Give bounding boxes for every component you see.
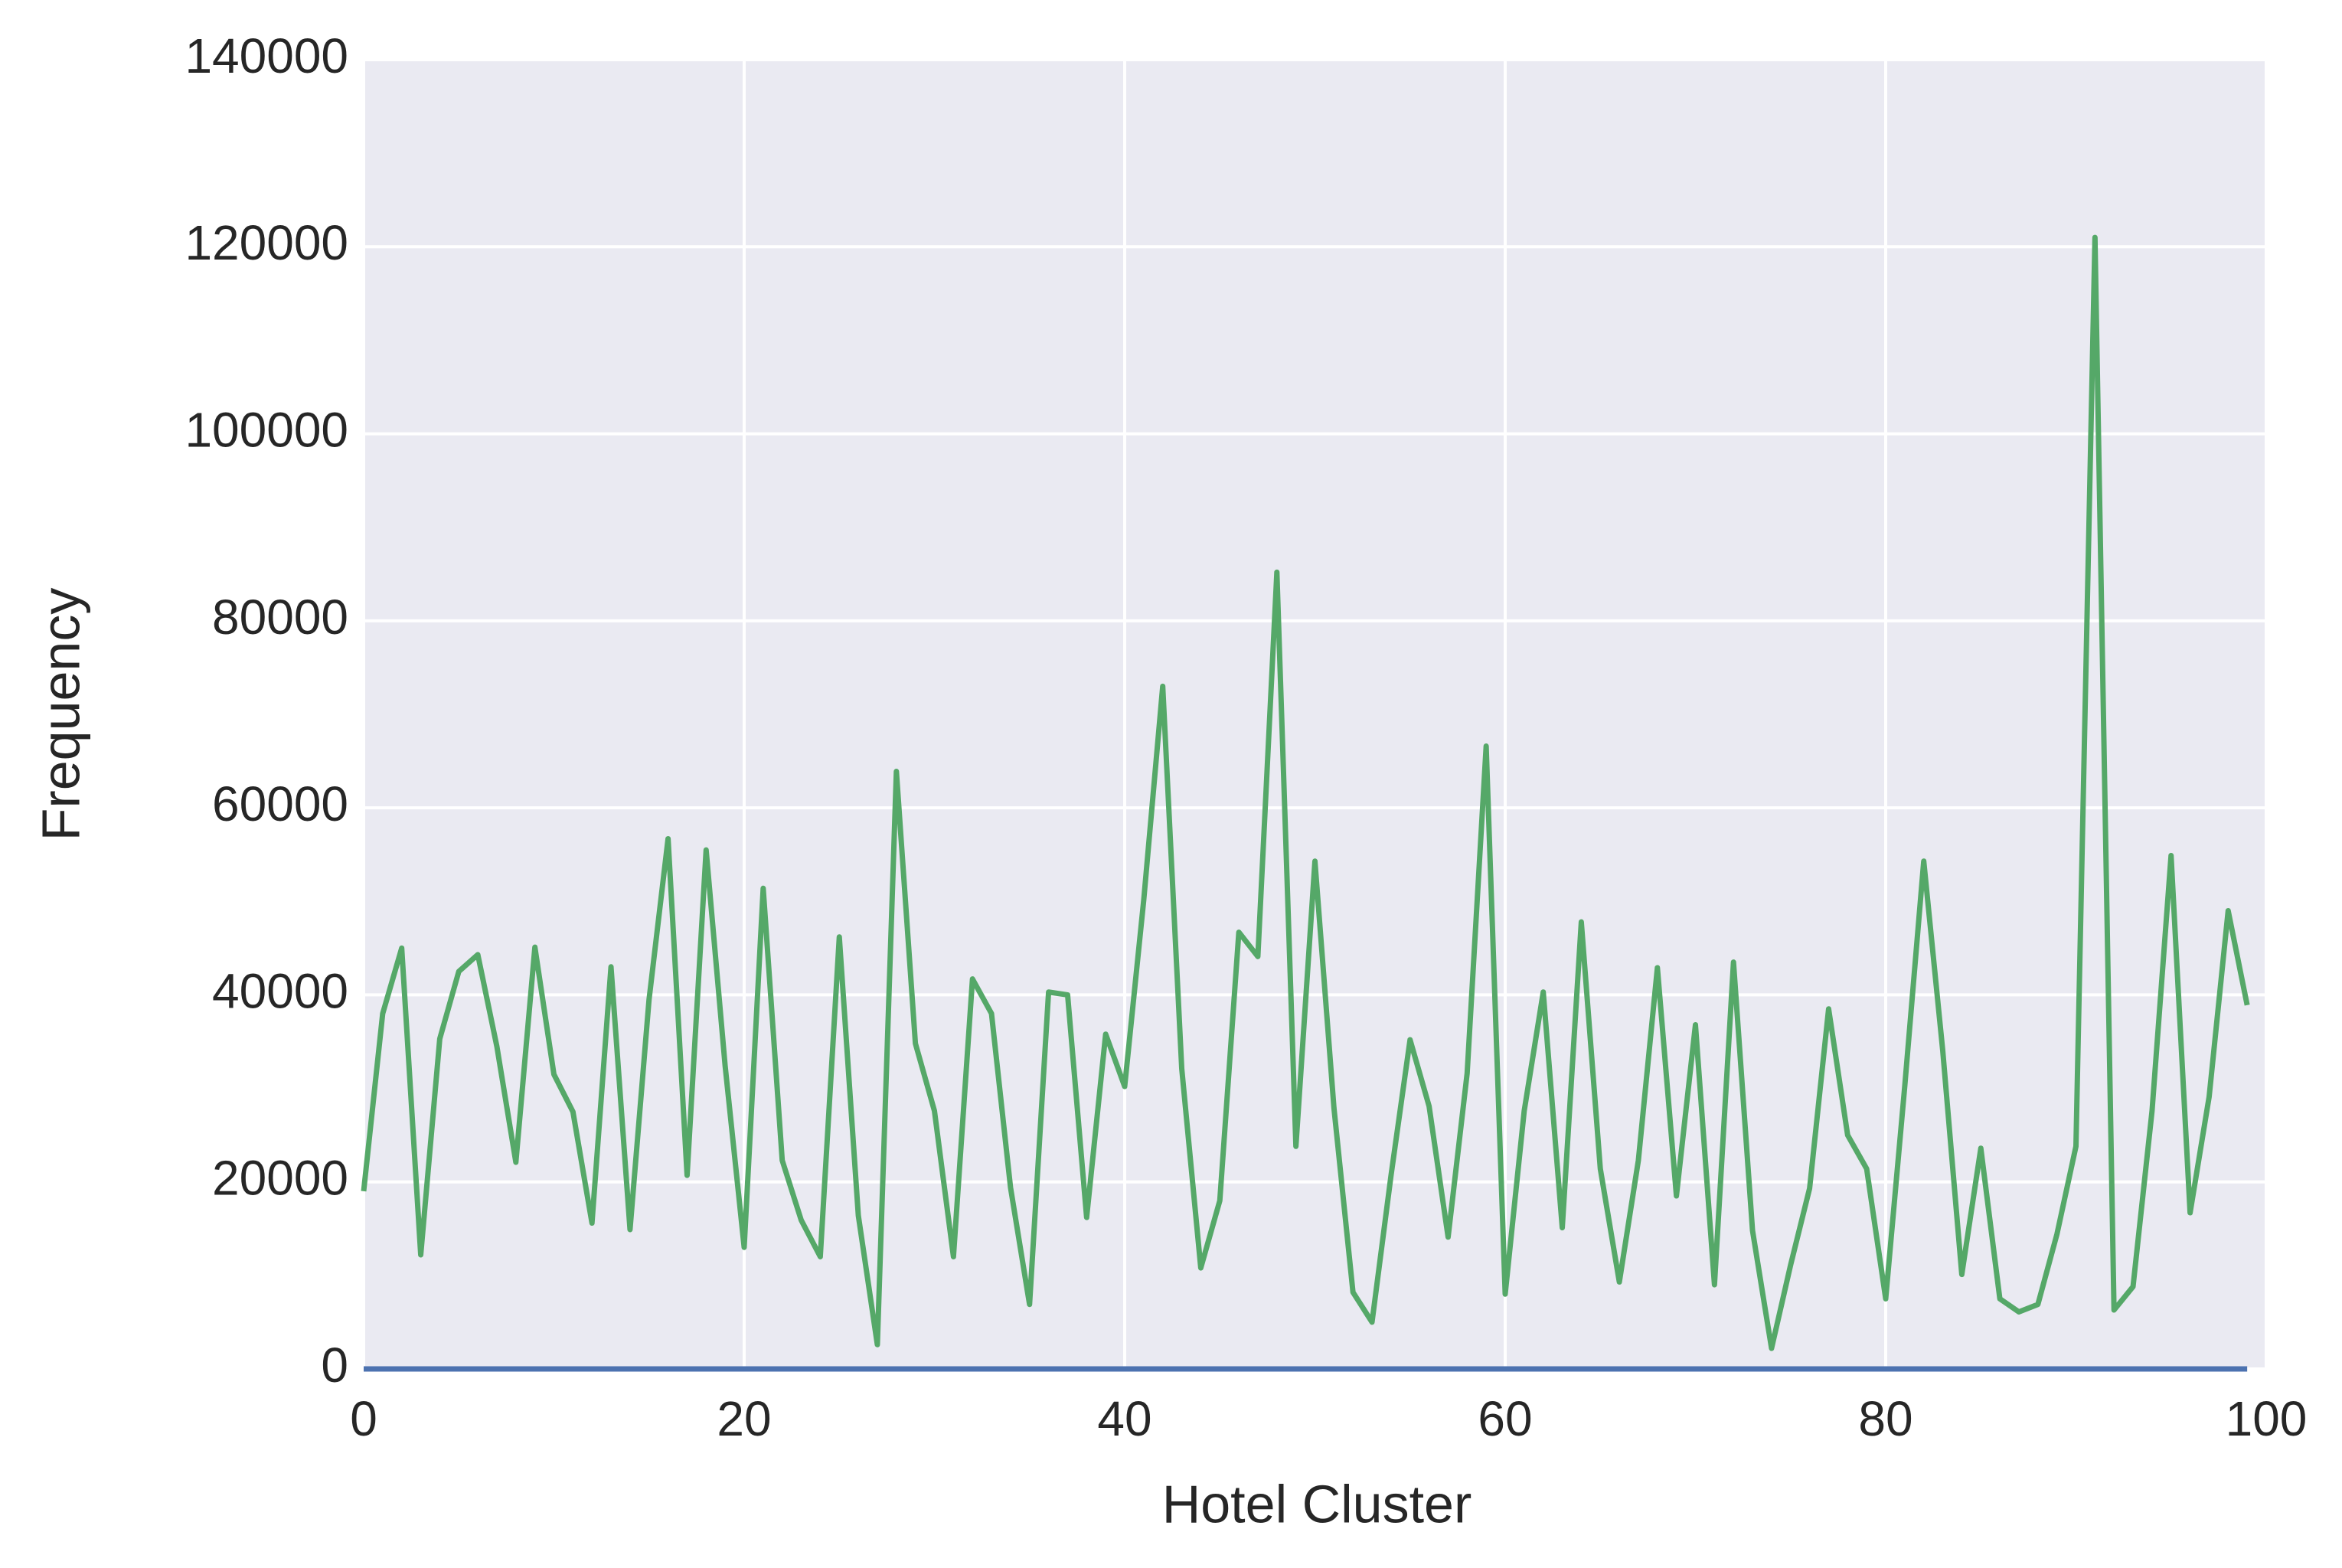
- plot-area: [364, 60, 2266, 1369]
- y-tick-label: 60000: [212, 776, 348, 831]
- y-tick-label: 20000: [212, 1151, 348, 1206]
- x-tick-label: 0: [350, 1391, 377, 1446]
- y-tick-label: 80000: [212, 590, 348, 645]
- y-tick-label: 120000: [185, 215, 348, 270]
- y-axis-label: Frequency: [31, 588, 90, 841]
- y-tick-label: 140000: [185, 28, 348, 83]
- y-tick-label: 40000: [212, 963, 348, 1018]
- x-tick-label: 40: [1097, 1391, 1151, 1446]
- x-tick-label: 60: [1478, 1391, 1532, 1446]
- data-line: [361, 234, 2250, 1351]
- x-axis-label: Hotel Cluster: [1162, 1474, 1472, 1534]
- y-tick-label: 100000: [185, 402, 348, 457]
- x-tick-label: 20: [717, 1391, 771, 1446]
- y-tick-label: 0: [321, 1338, 348, 1393]
- x-tick-label: 80: [1858, 1391, 1912, 1446]
- x-tick-label: 100: [2226, 1391, 2308, 1446]
